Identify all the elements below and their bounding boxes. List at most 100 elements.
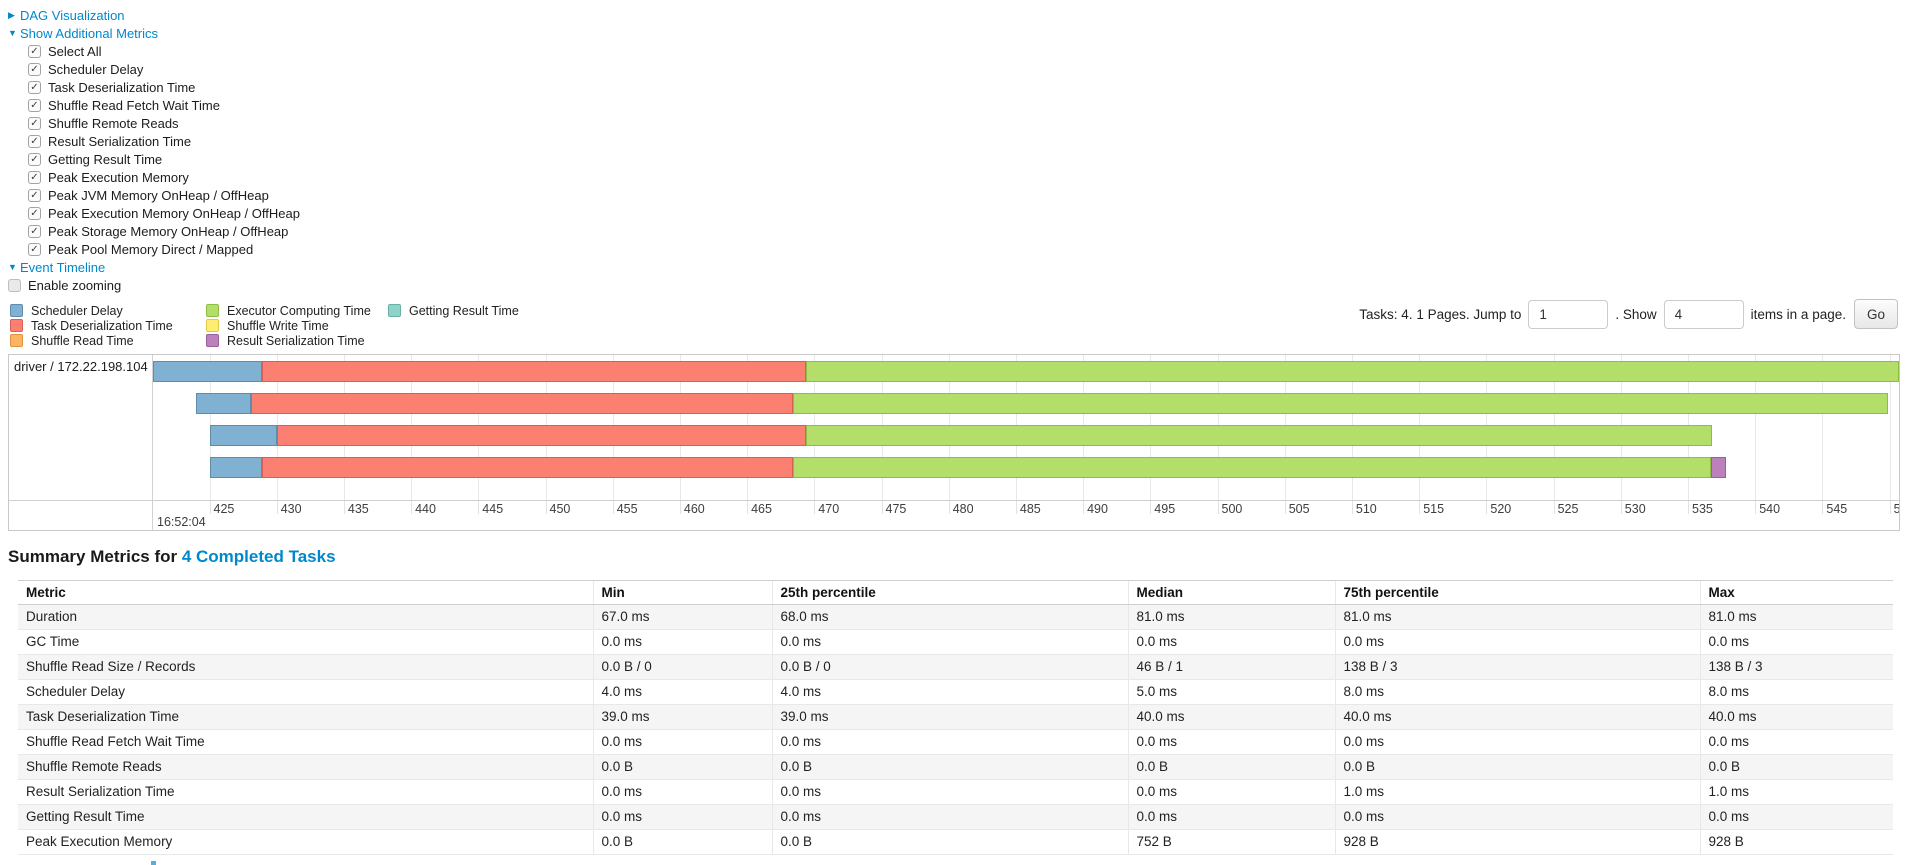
shuffle_write-swatch-icon <box>206 319 219 332</box>
timeline-axis-line <box>9 500 1899 501</box>
checkbox-unchecked-icon[interactable] <box>8 278 21 292</box>
chevron-down-icon: ▼ <box>8 262 17 272</box>
checkbox-checked-icon[interactable]: ✓ <box>28 206 41 220</box>
metric-value-cell: 752 B <box>1127 829 1335 855</box>
metric-name-cell: Shuffle Read Fetch Wait Time <box>18 729 593 755</box>
metric-checkbox-label: Shuffle Read Fetch Wait Time <box>48 97 220 113</box>
metric-name-cell: Shuffle Read Size / Records <box>18 654 593 680</box>
column-header: Min <box>592 580 772 605</box>
event-timeline-toggle[interactable]: ▼ Event Timeline <box>8 258 1907 276</box>
task-bar-segment-scheduler-delay[interactable] <box>209 457 262 478</box>
timeline-tick <box>411 501 413 514</box>
checkbox-checked-icon[interactable]: ✓ <box>28 188 41 202</box>
metric-checkbox-row: ✓ Getting Result Time <box>8 150 1907 168</box>
chevron-right-icon: ▶ <box>8 9 15 20</box>
metric-name-cell: Peak Execution Memory <box>18 829 593 855</box>
task-bar-segment-scheduler-delay[interactable] <box>196 393 252 414</box>
metric-name-cell: Duration <box>18 604 593 630</box>
table-row: Shuffle Read Fetch Wait Time 0.0 ms 0.0 ms… <box>18 729 1893 755</box>
metric-value-cell: 138 B / 3 <box>1699 654 1893 680</box>
show-additional-metrics-toggle[interactable]: ▼ Show Additional Metrics <box>8 24 1907 42</box>
summary-metrics-heading: Summary Metrics for 4 Completed Tasks <box>8 547 1907 567</box>
task-bar-segment-task-deserialization[interactable] <box>261 361 807 382</box>
task-bar-segment-executor-computing[interactable] <box>792 393 1889 414</box>
task-bar-segment-executor-computing[interactable] <box>806 425 1713 446</box>
task-bar-segment-task-deserialization[interactable] <box>261 457 793 478</box>
timeline-tick-label: 535 <box>1692 502 1713 516</box>
executor-group-label: driver / 172.22.198.104 <box>14 359 148 374</box>
timeline-tick <box>209 501 211 514</box>
task-bar-segment-executor-computing[interactable] <box>792 457 1711 478</box>
checkbox-checked-icon[interactable]: ✓ <box>28 44 41 58</box>
timeline-tick <box>1419 501 1421 514</box>
timeline-tick-label: 500 <box>1221 502 1243 516</box>
task-bar-segment-task-deserialization[interactable] <box>276 425 807 446</box>
checkbox-checked-icon[interactable]: ✓ <box>28 170 41 184</box>
checkbox-checked-icon[interactable]: ✓ <box>28 116 41 130</box>
checkbox-checked-icon[interactable]: ✓ <box>28 134 41 148</box>
scheduler_delay-swatch-icon <box>10 304 23 317</box>
event-timeline-label: Event Timeline <box>20 259 106 275</box>
items-per-page-input[interactable] <box>1663 299 1744 329</box>
metric-value-cell: 0.0 B <box>771 829 1128 855</box>
legend-label: Shuffle Write Time <box>227 318 329 333</box>
metric-checkbox-row: ✓ Peak Storage Memory OnHeap / OffHeap <box>8 222 1907 240</box>
metric-value-cell: 928 B <box>1699 829 1893 855</box>
metric-checkbox-label: Select All <box>48 43 102 59</box>
metric-value-cell: 46 B / 1 <box>1127 654 1335 680</box>
task-bar-segment-executor-computing[interactable] <box>806 361 1899 382</box>
metric-value-cell: 0.0 ms <box>1127 729 1335 755</box>
metric-value-cell: 68.0 ms <box>771 604 1128 630</box>
metric-value-cell: 928 B <box>1334 829 1700 855</box>
task-bar-segment-result-serialization[interactable] <box>1710 457 1726 478</box>
timeline-tick-label: 475 <box>885 502 907 516</box>
chevron-down-icon: ▼ <box>8 28 17 38</box>
table-row: Scheduler Delay 4.0 ms 4.0 ms 5.0 ms 8.0 ms 8… <box>18 679 1893 705</box>
timeline-plot-area[interactable]: 425 430 435 440 445 450 455 460 465 470 475 480 485 4… <box>153 355 1899 530</box>
metric-value-cell: 0.0 ms <box>771 729 1128 755</box>
timeline-tick-label: 480 <box>952 502 974 516</box>
timeline-tick <box>478 501 480 514</box>
timeline-tick-label: 450 <box>549 502 571 516</box>
checkbox-checked-icon[interactable]: ✓ <box>28 224 41 238</box>
result_serialization-swatch-icon <box>206 334 219 347</box>
metric-value-cell: 4.0 ms <box>771 679 1128 705</box>
timeline-tick-label: 425 <box>213 502 235 516</box>
task-bar-segment-task-deserialization[interactable] <box>251 393 793 414</box>
metric-value-cell: 0.0 ms <box>1334 729 1700 755</box>
checkbox-checked-icon[interactable]: ✓ <box>28 62 41 76</box>
task_deserialization-swatch-icon <box>10 319 23 332</box>
jump-to-page-input[interactable] <box>1528 299 1609 329</box>
timeline-tick-label: 510 <box>1355 502 1377 516</box>
task-bar-segment-scheduler-delay[interactable] <box>209 425 277 446</box>
checkbox-checked-icon[interactable]: ✓ <box>28 98 41 112</box>
checkbox-checked-icon[interactable]: ✓ <box>28 152 41 166</box>
table-header-row: Metric Min 25th percentile Median 75th perce… <box>18 580 1893 605</box>
timeline-tick <box>814 501 816 514</box>
timeline-tick-label: 505 <box>1288 502 1310 516</box>
legend-item-result_serialization: Result Serialization Time <box>206 333 388 348</box>
timeline-tick-label: 550 <box>1893 502 1899 516</box>
metric-checkbox-label: Task Deserialization Time <box>48 79 196 95</box>
metric-value-cell: 138 B / 3 <box>1334 654 1700 680</box>
timeline-tick <box>612 501 614 514</box>
checkbox-checked-icon[interactable]: ✓ <box>28 80 41 94</box>
completed-tasks-link[interactable]: 4 Completed Tasks <box>181 547 336 566</box>
timeline-tick-label: 515 <box>1423 502 1445 516</box>
pagination-items-text: items in a page. <box>1750 306 1846 322</box>
checkbox-checked-icon[interactable]: ✓ <box>28 242 41 256</box>
metric-value-cell: 0.0 ms <box>1334 804 1700 830</box>
metric-value-cell: 0.0 B / 0 <box>771 654 1128 680</box>
legend-label: Task Deserialization Time <box>31 318 173 333</box>
task-bar-segment-scheduler-delay[interactable] <box>153 361 262 382</box>
dag-visualization-toggle[interactable]: ▶ DAG Visualization <box>8 6 1907 24</box>
metric-value-cell: 4.0 ms <box>592 679 772 705</box>
metric-checkbox-row: ✓ Peak Pool Memory Direct / Mapped <box>8 240 1907 258</box>
timeline-tick <box>1083 501 1085 514</box>
column-header: Median <box>1127 580 1335 605</box>
timeline-tick <box>881 501 883 514</box>
timeline-tick-label: 540 <box>1759 502 1781 516</box>
timeline-tick <box>1150 501 1152 514</box>
metric-checkbox-label: Result Serialization Time <box>48 133 192 149</box>
go-button[interactable]: Go <box>1853 299 1898 329</box>
